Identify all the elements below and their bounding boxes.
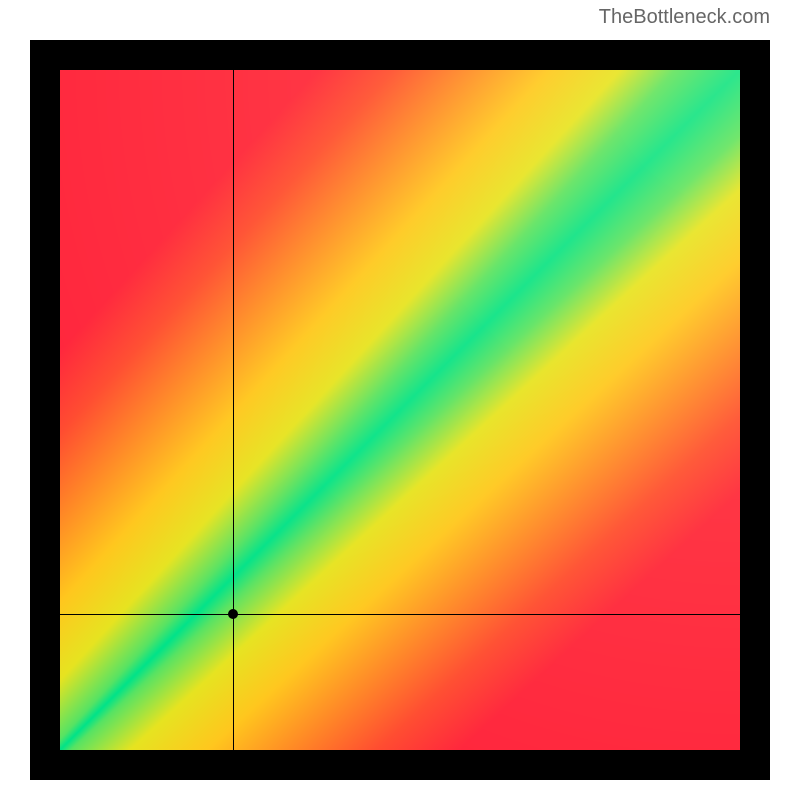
crosshair-marker <box>228 609 238 619</box>
crosshair-vertical <box>233 70 234 750</box>
chart-container: TheBottleneck.com <box>0 0 800 800</box>
attribution-label: TheBottleneck.com <box>599 6 770 29</box>
heatmap-canvas <box>60 70 740 750</box>
chart-frame <box>30 40 770 780</box>
plot-area <box>60 70 740 750</box>
crosshair-horizontal <box>60 614 740 615</box>
